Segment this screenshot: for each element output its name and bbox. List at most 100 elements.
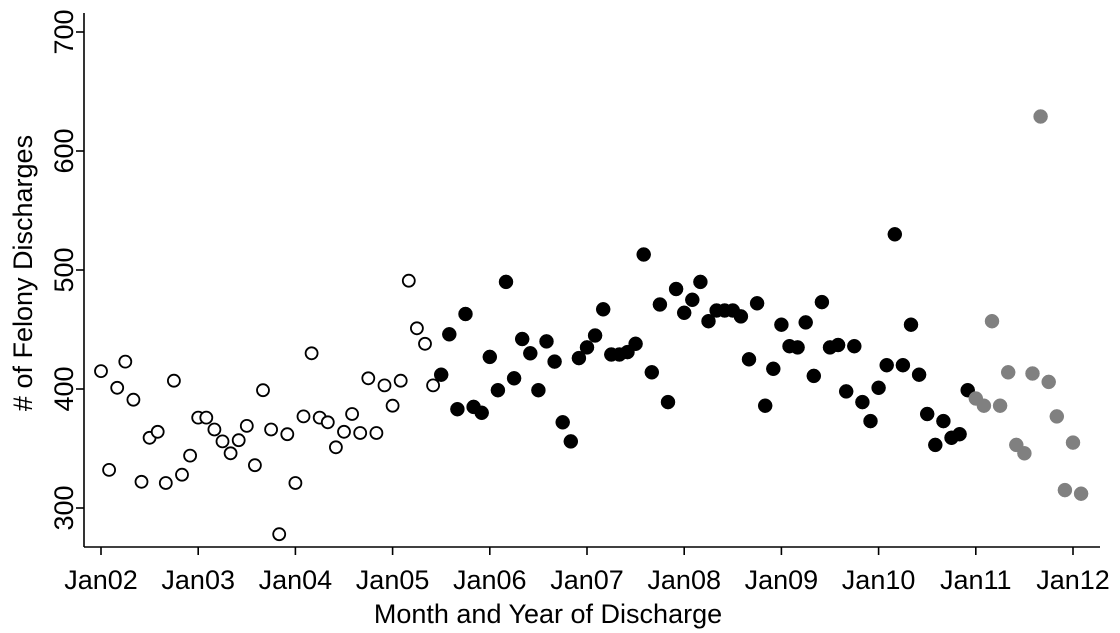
- data-point: [838, 384, 854, 399]
- data-point: [207, 422, 222, 437]
- data-point: [523, 346, 538, 361]
- x-axis-ticks: Jan02 Jan03 Jan04 Jan05 Jan06 Jan07 Jan08 Jan09…: [64, 547, 1110, 595]
- data-point: [798, 315, 813, 330]
- data-point: [1025, 366, 1040, 381]
- x-tick-label: Jan08: [647, 565, 721, 595]
- data-point: [628, 336, 643, 352]
- data-point: [863, 413, 878, 429]
- data-point: [936, 413, 951, 429]
- data-point: [385, 398, 400, 413]
- data-point: [158, 476, 173, 490]
- data-point: [102, 462, 116, 477]
- data-point: [660, 394, 676, 410]
- data-point: [539, 334, 554, 349]
- x-tick-label: Jan11: [940, 565, 1012, 595]
- x-tick-label: Jan06: [453, 565, 527, 595]
- data-point: [215, 434, 230, 449]
- data-point: [474, 405, 489, 421]
- data-point: [296, 409, 311, 424]
- data-point: [1049, 409, 1065, 424]
- data-point: [531, 382, 546, 398]
- data-point: [134, 474, 149, 489]
- data-point: [733, 309, 749, 324]
- data-point: [668, 281, 684, 297]
- data-point: [741, 352, 757, 367]
- data-point: [830, 337, 846, 353]
- y-tick-label: 400: [49, 366, 79, 411]
- data-point: [1057, 482, 1073, 498]
- data-point: [280, 427, 295, 442]
- data-point: [361, 371, 376, 386]
- data-point: [1000, 365, 1016, 380]
- data-point: [757, 398, 773, 413]
- y-tick-label: 700: [49, 9, 79, 54]
- y-axis-title: # of Felony Discharges: [8, 135, 38, 411]
- data-point: [482, 349, 498, 365]
- data-point: [450, 401, 465, 417]
- data-point: [587, 328, 603, 343]
- data-point: [871, 380, 886, 396]
- data-point: [426, 378, 441, 393]
- x-tick-label: Jan04: [259, 565, 333, 595]
- data-point: [94, 364, 108, 379]
- data-point: [1033, 109, 1048, 124]
- data-point: [337, 424, 351, 439]
- data-point: [563, 434, 579, 449]
- data-point: [555, 415, 570, 430]
- data-point: [118, 354, 133, 369]
- data-points: [94, 109, 1089, 542]
- data-point: [928, 437, 943, 453]
- data-point: [369, 426, 384, 440]
- data-point: [442, 327, 457, 342]
- data-point: [1041, 374, 1056, 390]
- data-point: [749, 296, 765, 311]
- data-point: [806, 368, 822, 384]
- data-point: [903, 317, 919, 332]
- data-point: [126, 392, 141, 407]
- data-point: [199, 410, 214, 425]
- data-point: [231, 433, 246, 448]
- data-point: [595, 302, 611, 317]
- data-point: [693, 274, 708, 290]
- data-point: [110, 380, 125, 395]
- data-point: [264, 422, 279, 437]
- x-tick-label: Jan07: [550, 565, 624, 595]
- data-point: [814, 294, 830, 310]
- data-point: [166, 373, 181, 388]
- data-point: [992, 398, 1008, 413]
- data-point: [418, 336, 432, 351]
- data-point: [1065, 435, 1081, 450]
- x-tick-label: Jan03: [161, 565, 235, 595]
- data-point: [636, 247, 651, 262]
- data-point: [256, 383, 270, 398]
- data-point: [401, 273, 416, 288]
- data-point: [919, 406, 935, 422]
- data-point: [498, 274, 514, 290]
- data-point: [175, 467, 189, 482]
- x-tick-label: Jan09: [745, 565, 819, 595]
- data-point: [790, 340, 805, 355]
- data-point: [1017, 446, 1032, 461]
- data-point: [571, 350, 587, 366]
- y-tick-label: 300: [49, 485, 79, 530]
- data-point: [847, 338, 862, 354]
- data-point: [409, 321, 424, 336]
- y-tick-label: 600: [49, 128, 79, 173]
- data-point: [183, 448, 198, 463]
- data-point: [895, 357, 911, 373]
- x-tick-label: Jan12: [1036, 565, 1110, 595]
- x-tick-label: Jan10: [842, 565, 916, 595]
- data-point: [701, 313, 716, 329]
- data-point: [458, 306, 473, 322]
- data-point: [433, 367, 449, 382]
- data-point: [304, 346, 319, 361]
- data-point: [774, 317, 789, 332]
- y-axis-ticks: 300 400 500 600 700: [49, 9, 84, 531]
- data-point: [652, 297, 668, 312]
- data-point: [676, 305, 692, 321]
- data-point: [328, 440, 343, 455]
- data-point: [490, 382, 506, 398]
- data-point: [353, 426, 368, 440]
